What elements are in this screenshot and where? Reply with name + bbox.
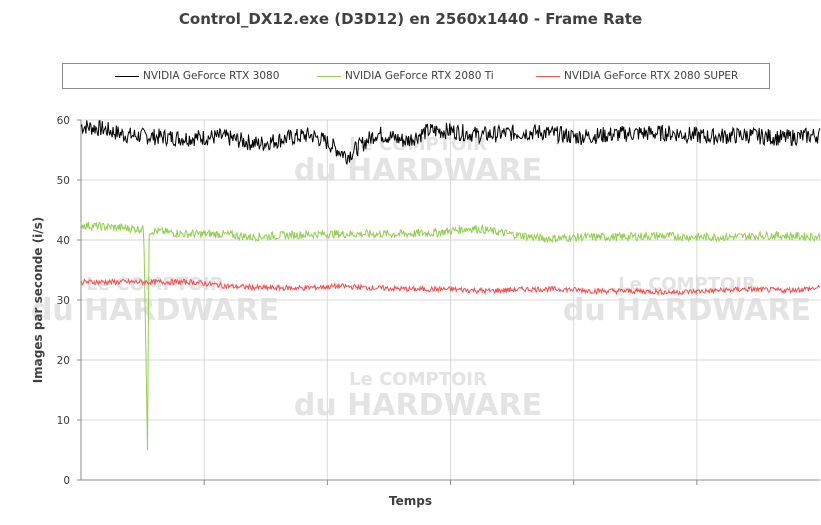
- legend-label-rtx2080ti: NVIDIA GeForce RTX 2080 Ti: [345, 70, 494, 82]
- y-tick-label: 30: [57, 295, 70, 307]
- legend-swatch-rtx2080ti: [317, 75, 341, 77]
- watermark-line1: Le COMPTOIR: [618, 274, 756, 295]
- y-tick-label: 40: [57, 235, 70, 247]
- legend-label-rtx3080: NVIDIA GeForce RTX 3080: [143, 70, 280, 82]
- series-line-1: [80, 221, 821, 451]
- watermark-line1: Le COMPTOIR: [349, 134, 487, 155]
- watermark-line1: Le COMPTOIR: [349, 369, 487, 390]
- legend-item-rtx2080super: NVIDIA GeForce RTX 2080 SUPER: [536, 70, 738, 82]
- y-axis-label: Images par seconde (i/s): [31, 216, 45, 384]
- y-tick-label: 0: [63, 475, 70, 487]
- y-tick-label: 10: [57, 415, 70, 427]
- series-line-0: [80, 119, 821, 165]
- legend-swatch-rtx2080super: [536, 75, 560, 77]
- watermark-line2: du HARDWARE: [563, 293, 811, 328]
- legend-item-rtx3080: NVIDIA GeForce RTX 3080: [115, 70, 279, 82]
- series-line-2: [80, 277, 821, 296]
- watermark-line2: du HARDWARE: [294, 153, 542, 188]
- watermark-line2: du HARDWARE: [294, 388, 542, 423]
- y-tick-label: 50: [57, 175, 70, 187]
- y-tick-label: 20: [57, 355, 70, 367]
- chart-title: Control_DX12.exe (D3D12) en 2560x1440 - …: [178, 10, 643, 28]
- y-tick-label: 60: [57, 115, 70, 127]
- watermark-line2: du HARDWARE: [31, 293, 279, 328]
- legend-swatch-rtx3080: [115, 75, 139, 77]
- legend-label-rtx2080super: NVIDIA GeForce RTX 2080 SUPER: [564, 70, 739, 82]
- legend-item-rtx2080ti: NVIDIA GeForce RTX 2080 Ti: [317, 70, 494, 82]
- chart-legend: NVIDIA GeForce RTX 3080 NVIDIA GeForce R…: [62, 63, 770, 89]
- x-axis-label: Temps: [389, 494, 432, 508]
